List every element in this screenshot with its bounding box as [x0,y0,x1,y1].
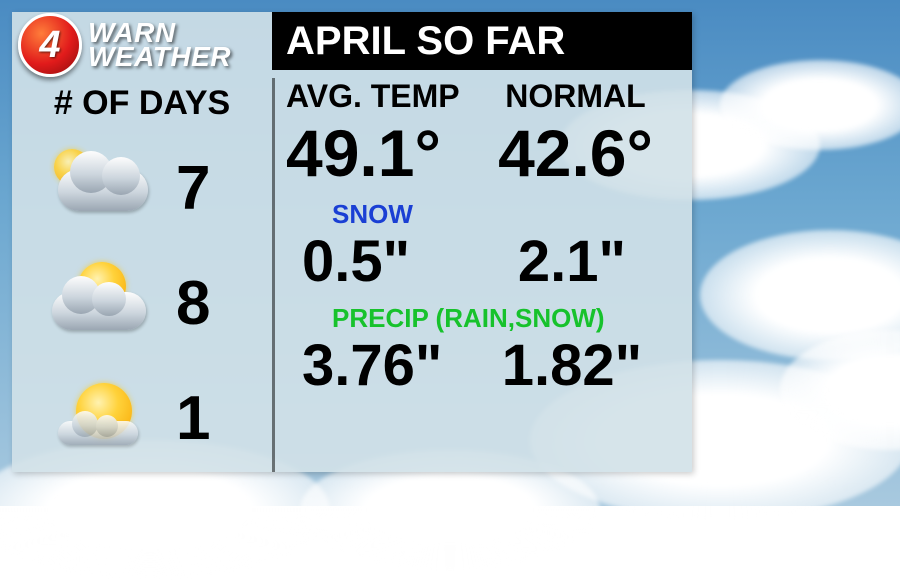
mostly-sunny-icon [48,379,158,459]
sunny-count: 1 [176,383,236,454]
partly-count: 8 [176,268,236,339]
day-row-partly: 8 [12,246,272,361]
snow-row: 0.5" 2.1" [272,228,692,295]
cloudy-icon [48,149,158,229]
station-logo: 4 WARN WEATHER [12,12,272,78]
logo-4-badge: 4 [18,13,82,77]
weather-panel: 4 WARN WEATHER APRIL SO FAR # OF DAYS 7 … [12,12,692,472]
cloudy-count: 7 [176,153,236,224]
precip-row: 3.76" 1.82" [272,332,692,399]
day-row-cloudy: 7 [12,131,272,246]
snow-label: SNOW [272,199,692,230]
temp-actual: 49.1° [272,115,479,191]
stats-headers: AVG. TEMP NORMAL [272,70,692,115]
days-column: # OF DAYS 7 8 1 [12,78,275,472]
snow-actual: 0.5" [272,228,482,295]
partly-cloudy-icon [48,264,158,344]
day-row-sunny: 1 [12,361,272,476]
precip-label: PRECIP (RAIN,SNOW) [272,303,692,334]
temp-normal: 42.6° [479,115,692,191]
precip-normal: 1.82" [482,332,692,399]
panel-title: APRIL SO FAR [272,12,692,70]
precip-actual: 3.76" [272,332,482,399]
logo-text: WARN WEATHER [88,21,231,69]
days-header: # OF DAYS [12,84,272,123]
logo-line2: WEATHER [88,45,231,69]
header-avg-temp: AVG. TEMP [272,78,479,115]
stats-column: AVG. TEMP NORMAL 49.1° 42.6° SNOW 0.5" 2… [272,70,692,472]
snow-normal: 2.1" [482,228,692,295]
header-normal: NORMAL [479,78,692,115]
temp-row: 49.1° 42.6° [272,115,692,191]
